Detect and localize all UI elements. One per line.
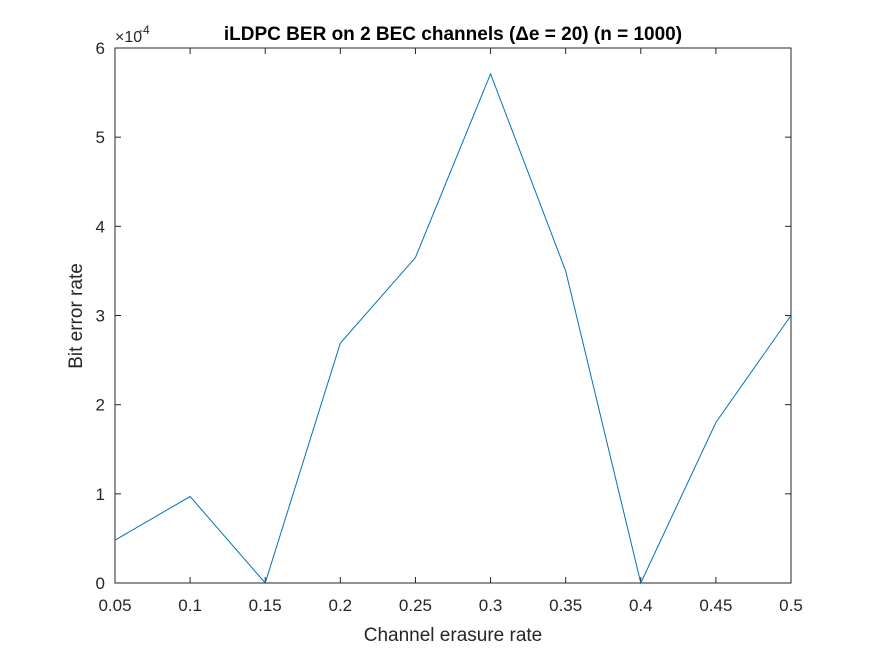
y-tick-label: 0	[96, 574, 105, 593]
x-tick-label: 0.05	[98, 596, 131, 615]
x-tick-label: 0.45	[699, 596, 732, 615]
y-multiplier-exponent: -4	[139, 23, 150, 37]
y-tick-label: 1	[96, 485, 105, 504]
series-line	[114, 72, 792, 585]
y-tick-label: 4	[96, 217, 105, 236]
y-axis-ticks: 0 1 2 3 4 5 6	[96, 39, 791, 593]
x-tick-label: 0.5	[779, 596, 803, 615]
y-axis-label: Bit error rate	[66, 263, 87, 369]
plot-area	[114, 47, 792, 584]
x-tick-label: 0.15	[249, 596, 282, 615]
y-tick-label: 3	[96, 307, 105, 326]
x-tick-label: 0.25	[399, 596, 432, 615]
series-group	[114, 72, 792, 585]
x-tick-label: 0.2	[329, 596, 353, 615]
y-multiplier-base: ×10	[115, 29, 142, 46]
x-axis-label: Channel erasure rate	[364, 625, 543, 646]
x-tick-label: 0.3	[479, 596, 503, 615]
x-tick-label: 0.4	[629, 596, 653, 615]
x-tick-label: 0.1	[178, 596, 202, 615]
x-tick-label: 0.35	[549, 596, 582, 615]
chart-title: iLDPC BER on 2 BEC channels (Δe = 20) (n…	[224, 24, 682, 45]
x-axis-ticks: 0.05 0.1 0.15 0.2 0.25 0.3 0.35 0.4 0.45 0.5	[98, 48, 803, 615]
y-tick-label: 2	[96, 396, 105, 415]
y-tick-label: 5	[96, 128, 105, 147]
y-tick-label: 6	[96, 39, 105, 58]
